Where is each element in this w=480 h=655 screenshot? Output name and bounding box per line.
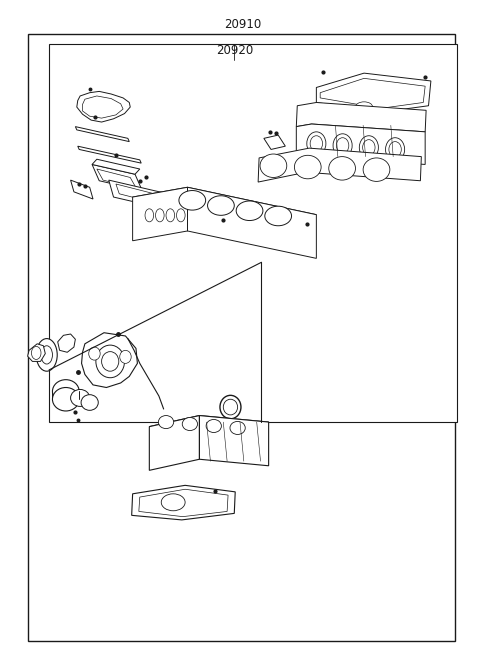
Ellipse shape: [71, 390, 90, 406]
Polygon shape: [97, 169, 136, 189]
Ellipse shape: [294, 155, 321, 179]
Ellipse shape: [230, 421, 245, 434]
Ellipse shape: [81, 395, 98, 410]
Ellipse shape: [220, 396, 241, 419]
Ellipse shape: [89, 347, 100, 360]
Polygon shape: [28, 344, 45, 362]
Ellipse shape: [385, 138, 405, 161]
Ellipse shape: [363, 140, 375, 155]
Polygon shape: [77, 92, 130, 122]
Polygon shape: [149, 415, 269, 433]
Ellipse shape: [260, 154, 287, 178]
Polygon shape: [83, 96, 123, 118]
Polygon shape: [296, 124, 425, 164]
Polygon shape: [132, 187, 316, 225]
Ellipse shape: [177, 209, 185, 222]
Ellipse shape: [156, 209, 164, 222]
Polygon shape: [92, 164, 142, 191]
Ellipse shape: [166, 209, 175, 222]
Polygon shape: [320, 79, 425, 108]
Polygon shape: [188, 187, 316, 258]
Ellipse shape: [265, 206, 291, 226]
Ellipse shape: [310, 136, 323, 151]
Ellipse shape: [32, 346, 41, 360]
Polygon shape: [71, 180, 93, 199]
Ellipse shape: [356, 102, 372, 112]
Ellipse shape: [360, 136, 378, 159]
Polygon shape: [258, 148, 421, 182]
Polygon shape: [132, 187, 188, 241]
Ellipse shape: [336, 138, 349, 153]
Polygon shape: [75, 126, 129, 141]
Polygon shape: [199, 415, 269, 466]
Ellipse shape: [179, 191, 205, 210]
Ellipse shape: [207, 196, 234, 215]
Ellipse shape: [307, 132, 326, 155]
Bar: [49, 44, 457, 422]
Polygon shape: [58, 334, 75, 352]
Ellipse shape: [333, 134, 352, 157]
Ellipse shape: [158, 415, 174, 428]
Polygon shape: [82, 333, 137, 388]
Ellipse shape: [145, 209, 154, 222]
Ellipse shape: [236, 201, 263, 221]
Ellipse shape: [161, 494, 185, 511]
Ellipse shape: [52, 388, 79, 411]
Polygon shape: [264, 135, 285, 149]
Polygon shape: [116, 185, 190, 207]
Polygon shape: [139, 489, 228, 517]
Text: 20920: 20920: [216, 44, 253, 57]
Ellipse shape: [206, 419, 221, 432]
Polygon shape: [92, 159, 140, 174]
Ellipse shape: [182, 417, 198, 430]
Ellipse shape: [120, 350, 131, 364]
Polygon shape: [316, 73, 431, 112]
Ellipse shape: [41, 346, 52, 364]
Polygon shape: [116, 184, 189, 212]
Ellipse shape: [36, 339, 57, 371]
Polygon shape: [132, 485, 235, 520]
Ellipse shape: [363, 158, 390, 181]
Ellipse shape: [52, 380, 79, 403]
Bar: [28, 34, 455, 641]
Ellipse shape: [102, 352, 119, 371]
Ellipse shape: [389, 141, 401, 157]
Ellipse shape: [329, 157, 356, 180]
Polygon shape: [296, 102, 426, 132]
Ellipse shape: [223, 400, 238, 415]
Polygon shape: [78, 146, 141, 163]
Text: 20910: 20910: [224, 18, 261, 31]
Ellipse shape: [96, 345, 124, 378]
Polygon shape: [109, 180, 192, 215]
Polygon shape: [149, 415, 199, 470]
